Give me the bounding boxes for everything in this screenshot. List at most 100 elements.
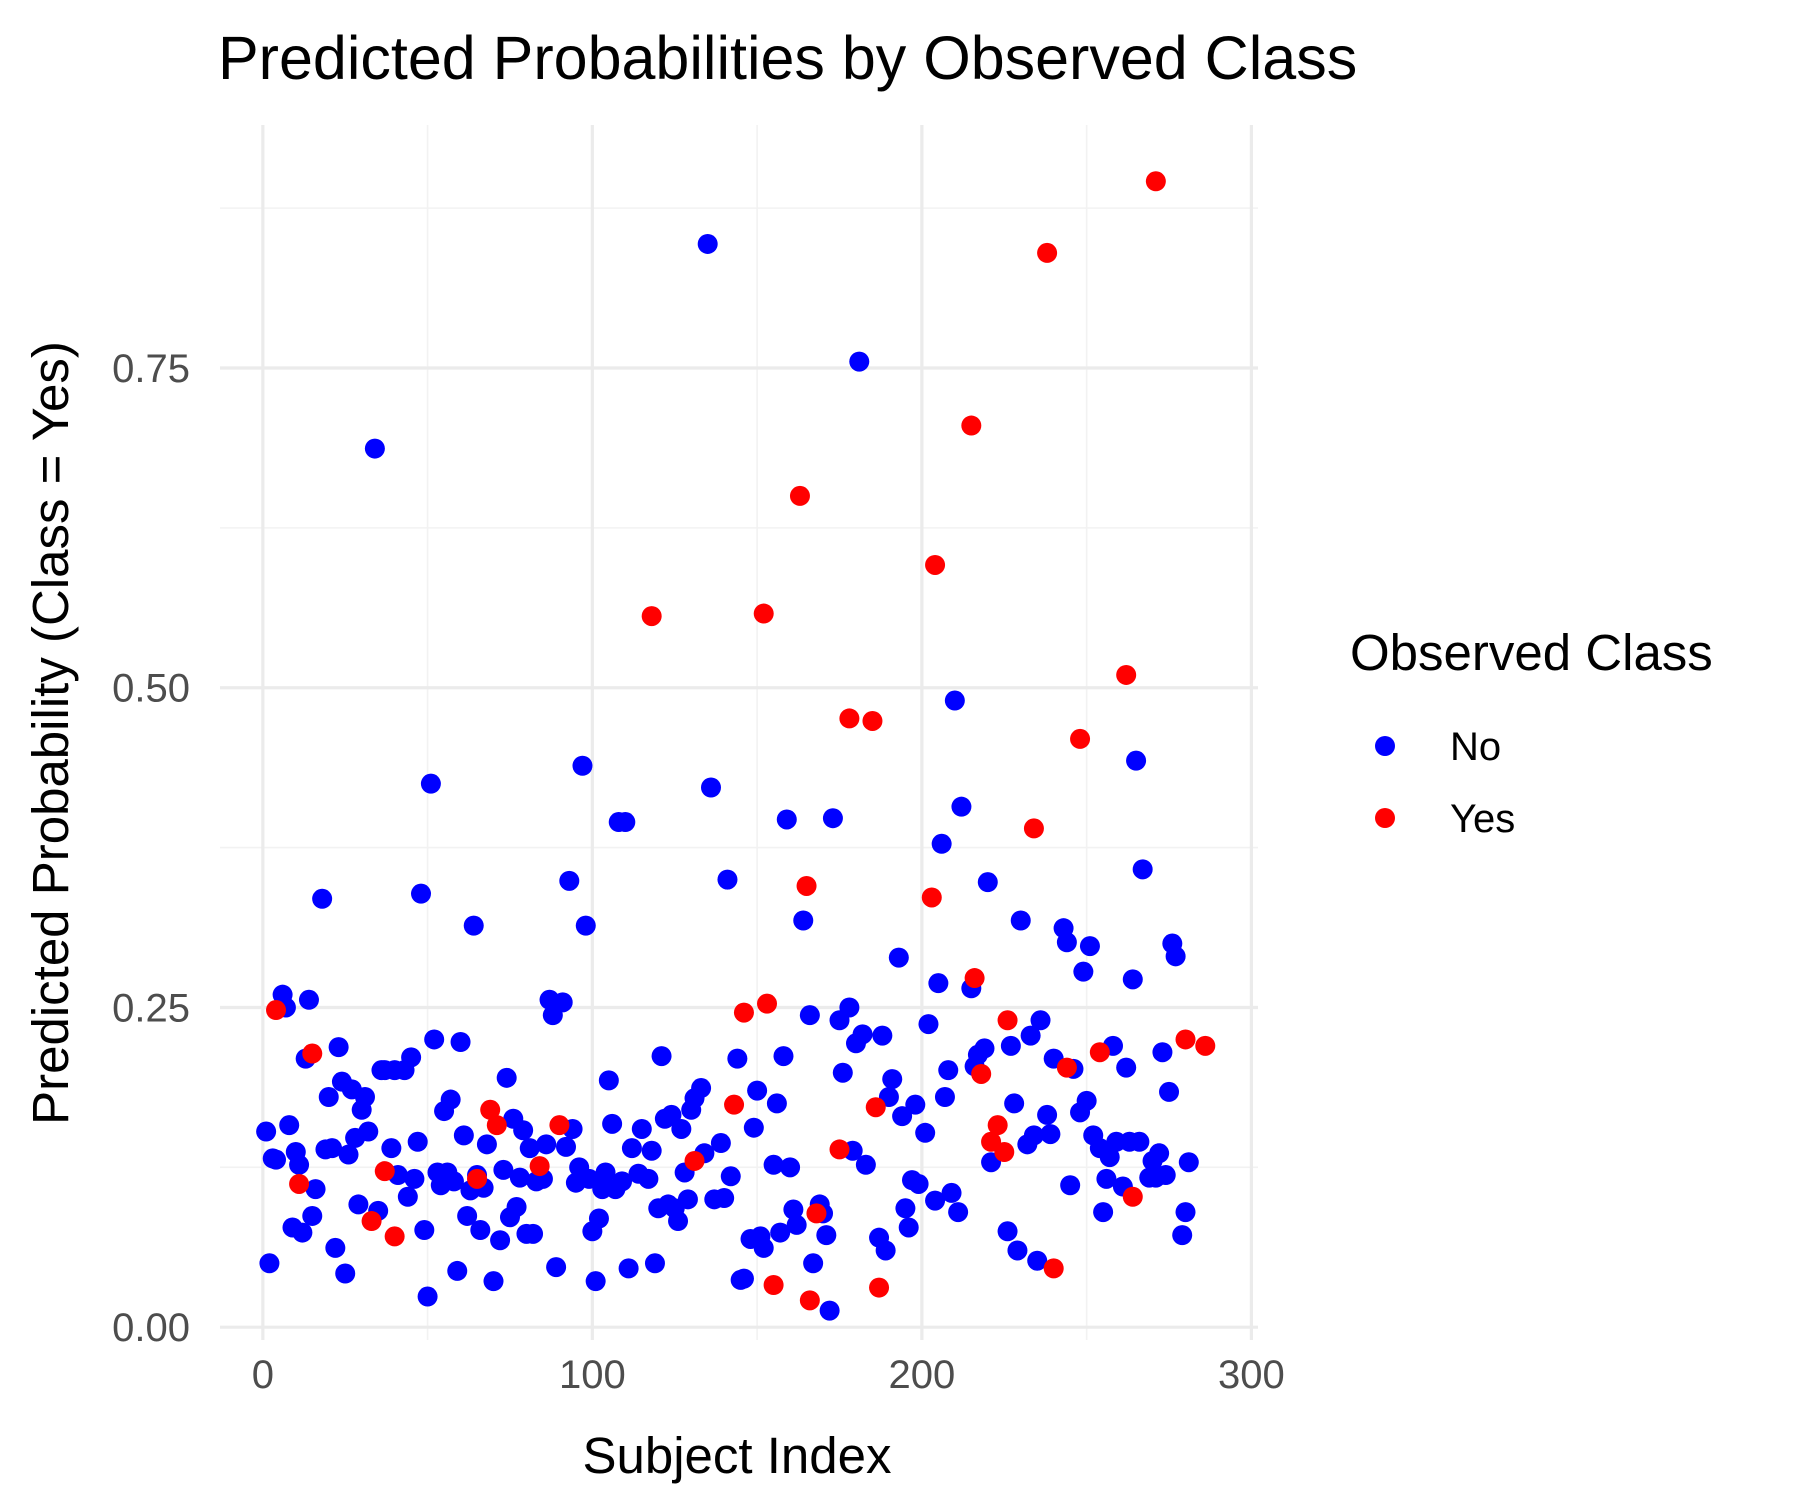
- point-yes: [921, 887, 942, 908]
- point-no: [519, 1138, 540, 1159]
- point-no: [1007, 1240, 1028, 1261]
- y-tick-label: 0.50: [112, 667, 190, 711]
- point-no: [328, 1037, 349, 1058]
- point-no: [1000, 1035, 1021, 1056]
- point-no: [417, 1286, 438, 1307]
- point-yes: [529, 1156, 550, 1177]
- point-no: [905, 1094, 926, 1115]
- point-no: [536, 1134, 557, 1155]
- point-no: [348, 1194, 369, 1215]
- point-no: [753, 1237, 774, 1258]
- point-no: [588, 1208, 609, 1229]
- point-no: [585, 1271, 606, 1292]
- point-yes: [266, 1000, 287, 1021]
- point-no: [720, 1166, 741, 1187]
- point-no: [256, 1121, 277, 1142]
- point-no: [1073, 961, 1094, 982]
- point-no: [1030, 1010, 1051, 1031]
- point-no: [882, 1069, 903, 1090]
- point-no: [915, 1122, 936, 1143]
- point-no: [420, 773, 441, 794]
- y-axis-title: Predicted Probability (Class = Yes): [22, 341, 79, 1125]
- legend-key-no: [1375, 736, 1395, 756]
- point-no: [786, 1214, 807, 1235]
- x-tick-label: 300: [1218, 1353, 1285, 1397]
- point-no: [747, 1080, 768, 1101]
- point-no: [513, 1120, 534, 1141]
- legend: Observed Class No Yes: [1350, 624, 1713, 841]
- point-no: [457, 1205, 478, 1226]
- point-no: [977, 872, 998, 893]
- point-no: [450, 1032, 471, 1053]
- point-no: [1116, 1057, 1137, 1078]
- point-no: [443, 1171, 464, 1192]
- point-no: [559, 870, 580, 891]
- point-no: [743, 1117, 764, 1138]
- point-no: [822, 808, 843, 829]
- point-no: [770, 1222, 791, 1243]
- point-no: [898, 1217, 919, 1238]
- point-no: [714, 1188, 735, 1209]
- point-no: [483, 1271, 504, 1292]
- point-no: [556, 1136, 576, 1157]
- point-no: [292, 1222, 313, 1243]
- point-yes: [733, 1002, 754, 1023]
- point-no: [397, 1186, 418, 1207]
- point-yes: [753, 603, 774, 624]
- point-no: [1178, 1152, 1199, 1173]
- point-no: [710, 1133, 731, 1154]
- point-yes: [1023, 818, 1044, 839]
- point-yes: [486, 1115, 507, 1136]
- point-yes: [763, 1275, 784, 1296]
- point-no: [677, 1189, 698, 1210]
- point-no: [279, 1115, 300, 1136]
- point-no: [1155, 1165, 1176, 1186]
- y-tick-label: 0.25: [112, 986, 190, 1030]
- point-no: [621, 1138, 642, 1159]
- point-no: [1165, 946, 1186, 967]
- point-no: [506, 1196, 527, 1217]
- point-no: [799, 1005, 820, 1026]
- point-no: [816, 1225, 837, 1246]
- point-yes: [1195, 1035, 1216, 1056]
- point-no: [414, 1220, 435, 1241]
- x-tick-label: 0: [252, 1353, 274, 1397]
- point-yes: [1175, 1029, 1196, 1050]
- point-no: [338, 1144, 359, 1165]
- point-no: [766, 1093, 787, 1114]
- point-no: [470, 1220, 491, 1241]
- point-no: [780, 1157, 801, 1178]
- point-no: [1132, 859, 1153, 880]
- point-yes: [1037, 242, 1058, 263]
- point-no: [259, 1253, 280, 1274]
- point-no: [951, 796, 972, 817]
- point-no: [1027, 1250, 1048, 1271]
- point-yes: [289, 1173, 310, 1194]
- point-no: [453, 1125, 474, 1146]
- point-yes: [862, 710, 883, 731]
- x-tick-label: 100: [559, 1353, 626, 1397]
- point-no: [411, 883, 432, 904]
- point-yes: [1089, 1042, 1110, 1063]
- point-yes: [789, 485, 810, 506]
- point-no: [1099, 1147, 1120, 1168]
- point-no: [1060, 1175, 1081, 1196]
- point-yes: [1145, 171, 1166, 192]
- point-yes: [961, 415, 982, 436]
- point-yes: [480, 1099, 501, 1120]
- point-no: [312, 888, 333, 909]
- point-no: [875, 1240, 896, 1261]
- point-no: [938, 1060, 959, 1081]
- point-no: [803, 1253, 824, 1274]
- point-no: [928, 973, 949, 994]
- point-yes: [549, 1115, 570, 1136]
- point-no: [602, 1113, 623, 1134]
- point-no: [671, 1118, 692, 1139]
- point-yes: [799, 1290, 820, 1311]
- point-no: [717, 869, 738, 890]
- point-no: [1122, 969, 1143, 990]
- point-no: [733, 1268, 754, 1289]
- point-no: [763, 1154, 784, 1175]
- point-yes: [994, 1141, 1015, 1162]
